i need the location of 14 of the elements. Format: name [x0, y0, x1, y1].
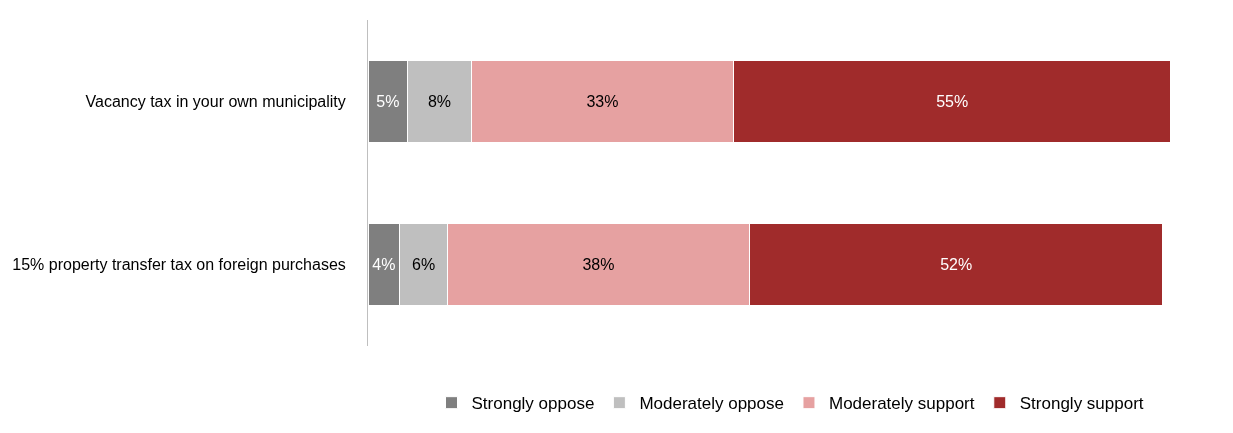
- data-label: 55%: [936, 93, 969, 110]
- data-label: 52%: [940, 256, 973, 273]
- legend-label: Strongly support: [1019, 394, 1144, 414]
- data-label: 4%: [372, 256, 396, 273]
- data-label: 33%: [586, 93, 619, 110]
- y-tick-label: Vacancy tax in your own municipality: [85, 93, 346, 111]
- data-label: 6%: [412, 256, 436, 273]
- data-label: 8%: [427, 93, 452, 110]
- legend-label: Moderately oppose: [639, 394, 784, 414]
- legend-label: Moderately support: [828, 394, 975, 414]
- data-label: 38%: [582, 256, 615, 273]
- data-label: 5%: [376, 93, 400, 110]
- legend-label: Strongly oppose: [471, 394, 595, 414]
- y-tick-label: 15% property transfer tax on foreign purchases: [12, 256, 346, 274]
